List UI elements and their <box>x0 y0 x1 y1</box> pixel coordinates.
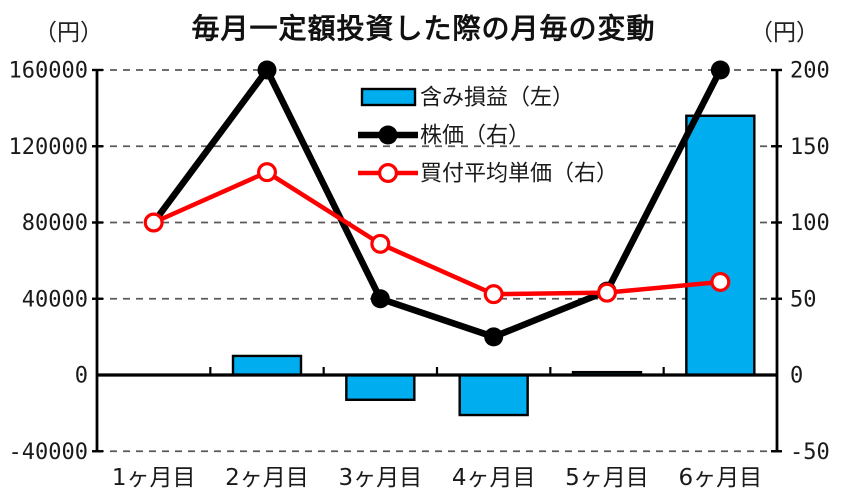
avg-price-marker <box>370 233 391 254</box>
right-axis-label-150: 150 <box>790 135 830 160</box>
avg-price-marker <box>596 282 617 303</box>
legend-bar-swatch <box>360 87 417 107</box>
left-axis-label-80000: 80000 <box>22 211 88 236</box>
right-axis-label-0: 0 <box>790 364 803 389</box>
x-axis-label-4ヶ月目: 4ヶ月目 <box>452 465 536 491</box>
right-axis-label--50: -50 <box>790 440 830 465</box>
left-axis-label-0: 0 <box>75 364 88 389</box>
bar-3ヶ月目 <box>345 373 416 401</box>
left-axis-label-40000: 40000 <box>22 287 88 312</box>
right-axis-unit-label: （円） <box>750 20 819 46</box>
x-axis-label-6ヶ月目: 6ヶ月目 <box>679 465 763 491</box>
x-axis-label-2ヶ月目: 2ヶ月目 <box>225 465 309 491</box>
left-axis-label--40000: -40000 <box>9 440 88 465</box>
avg-price-marker <box>257 162 278 183</box>
bar-4ヶ月目 <box>458 373 529 417</box>
legend-label-unrealized-pl: 含み損益（左） <box>420 86 574 111</box>
stock-price-marker <box>257 60 277 80</box>
right-axis-label-100: 100 <box>790 211 830 236</box>
avg-price-marker <box>143 212 164 233</box>
bar-2ヶ月目 <box>231 354 303 377</box>
stock-price-line <box>151 66 724 341</box>
x-axis-label-5ヶ月目: 5ヶ月目 <box>565 465 649 491</box>
right-axis-label-200: 200 <box>790 59 830 84</box>
left-axis-label-120000: 120000 <box>9 135 88 160</box>
legend-label-avg-price: 買付平均単価（右） <box>420 162 618 187</box>
stock-price-marker <box>370 289 390 309</box>
x-axis-label-1ヶ月目: 1ヶ月目 <box>112 465 196 491</box>
x-axis-label-3ヶ月目: 3ヶ月目 <box>339 465 423 491</box>
legend-label-stock-price: 株価（右） <box>420 124 530 149</box>
left-axis-unit-label: （円） <box>34 20 103 46</box>
avg-price-marker <box>483 284 504 305</box>
stock-price-marker <box>484 327 504 347</box>
legend-avg-marker-swatch <box>378 163 399 184</box>
legend-stock-marker-swatch <box>378 125 398 145</box>
chart-title: 毎月一定額投資した際の月毎の変動 <box>191 12 656 45</box>
right-axis-label-50: 50 <box>790 287 817 312</box>
stock-price-marker <box>710 60 730 80</box>
left-axis-label-160000: 160000 <box>9 59 88 84</box>
bar-6ヶ月目 <box>685 114 756 377</box>
avg-price-line <box>152 169 721 297</box>
avg-price-marker <box>710 271 731 292</box>
